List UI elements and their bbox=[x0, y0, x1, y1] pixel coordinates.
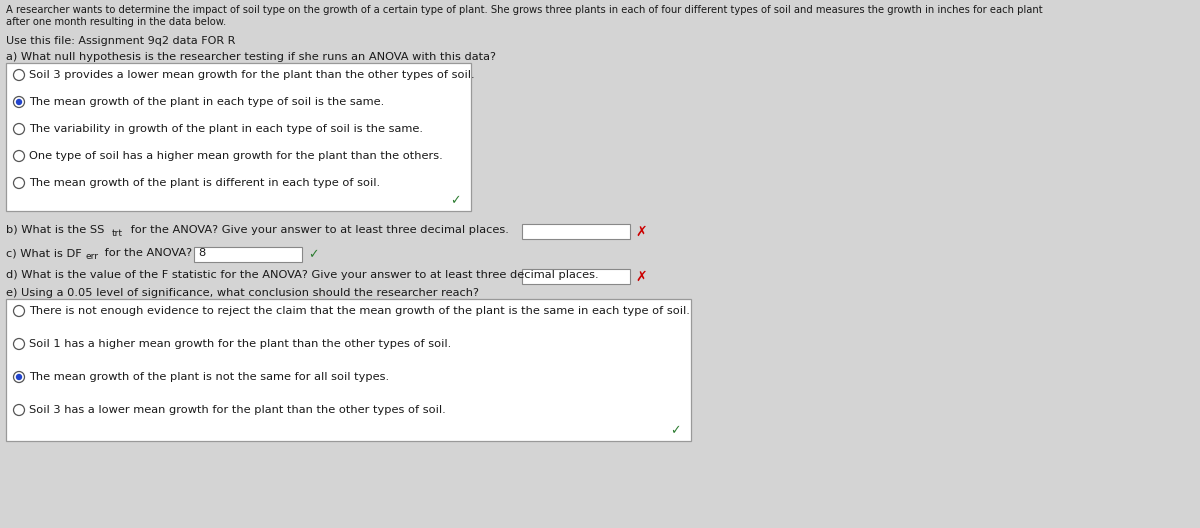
Text: ✗: ✗ bbox=[635, 270, 647, 284]
Text: Soil 1 has a higher mean growth for the plant than the other types of soil.: Soil 1 has a higher mean growth for the … bbox=[29, 339, 451, 349]
Bar bbox=[522, 269, 630, 284]
Text: Soil 3 provides a lower mean growth for the plant than the other types of soil.: Soil 3 provides a lower mean growth for … bbox=[29, 70, 475, 80]
Text: The mean growth of the plant is not the same for all soil types.: The mean growth of the plant is not the … bbox=[29, 372, 389, 382]
Text: The mean growth of the plant is different in each type of soil.: The mean growth of the plant is differen… bbox=[29, 178, 380, 188]
Text: d) What is the value of the F statistic for the ANOVA? Give your answer to at le: d) What is the value of the F statistic … bbox=[6, 270, 599, 280]
Text: a) What null hypothesis is the researcher testing if she runs an ANOVA with this: a) What null hypothesis is the researche… bbox=[6, 52, 496, 62]
Circle shape bbox=[16, 374, 22, 380]
Text: ✗: ✗ bbox=[635, 225, 647, 239]
Text: e) Using a 0.05 level of significance, what conclusion should the researcher rea: e) Using a 0.05 level of significance, w… bbox=[6, 288, 479, 298]
Circle shape bbox=[16, 99, 22, 105]
Text: There is not enough evidence to reject the claim that the mean growth of the pla: There is not enough evidence to reject t… bbox=[29, 306, 690, 316]
Bar bbox=[6, 63, 470, 211]
Text: A researcher wants to determine the impact of soil type on the growth of a certa: A researcher wants to determine the impa… bbox=[6, 5, 1043, 15]
Text: c) What is DF: c) What is DF bbox=[6, 248, 82, 258]
Text: Use this file: Assignment 9q2 data FOR R: Use this file: Assignment 9q2 data FOR R bbox=[6, 36, 235, 46]
Text: Soil 3 has a lower mean growth for the plant than the other types of soil.: Soil 3 has a lower mean growth for the p… bbox=[29, 405, 445, 415]
Text: for the ANOVA? Give your answer to at least three decimal places.: for the ANOVA? Give your answer to at le… bbox=[127, 225, 509, 235]
Text: ✓: ✓ bbox=[450, 194, 461, 208]
Text: err: err bbox=[86, 252, 98, 261]
Text: One type of soil has a higher mean growth for the plant than the others.: One type of soil has a higher mean growt… bbox=[29, 151, 443, 161]
Text: after one month resulting in the data below.: after one month resulting in the data be… bbox=[6, 17, 227, 27]
Text: 8: 8 bbox=[198, 248, 205, 258]
Bar bbox=[6, 299, 691, 441]
Text: ✓: ✓ bbox=[670, 425, 680, 438]
Text: b) What is the SS: b) What is the SS bbox=[6, 225, 104, 235]
Bar bbox=[194, 247, 302, 262]
Text: for the ANOVA?: for the ANOVA? bbox=[101, 248, 192, 258]
Text: The variability in growth of the plant in each type of soil is the same.: The variability in growth of the plant i… bbox=[29, 124, 424, 134]
Text: The mean growth of the plant in each type of soil is the same.: The mean growth of the plant in each typ… bbox=[29, 97, 384, 107]
Text: ✓: ✓ bbox=[307, 249, 318, 261]
Bar bbox=[522, 224, 630, 239]
Text: trt: trt bbox=[112, 229, 124, 238]
